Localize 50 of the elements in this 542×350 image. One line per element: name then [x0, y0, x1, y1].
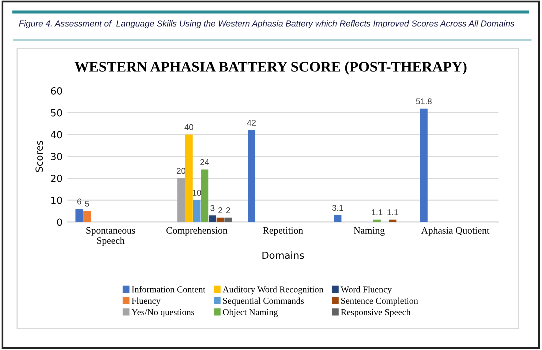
bar	[208, 216, 216, 222]
legend-label: Fluency	[132, 298, 161, 306]
data-label: 1.1	[372, 210, 383, 216]
data-label: 5	[85, 201, 90, 207]
data-label: 1.1	[388, 210, 398, 216]
legend-label: Object Naming	[223, 309, 278, 318]
legend-label: Word Fluency	[340, 286, 392, 295]
caption: Figure 4. Assessment of Language Skills Using the Western Aphasia Battery which Reflects Improved Scores Across All Domains	[19, 20, 515, 29]
bar	[76, 209, 84, 222]
legend-label: Responsive Speech	[341, 309, 411, 318]
data-label: 6	[78, 198, 82, 205]
bar	[420, 108, 428, 222]
data-label: 40	[184, 124, 194, 130]
x-axis-title: Domains	[262, 252, 304, 260]
legend-label: Information Content	[132, 286, 206, 293]
y-tick-label: 40	[50, 131, 62, 139]
x-tick-label: Comprehension	[166, 227, 228, 236]
bar	[216, 218, 224, 222]
x-tick-label: Aphasia Quotient	[421, 227, 490, 236]
data-label: 24	[200, 159, 210, 166]
data-label: 3	[210, 205, 215, 212]
bar	[224, 218, 232, 222]
y-tick-label: 20	[51, 174, 62, 182]
bar	[201, 170, 209, 222]
data-label: 2	[218, 208, 222, 214]
y-tick-label: 0	[57, 218, 62, 226]
data-label: 2	[226, 208, 230, 214]
legend-label: Sequential Commands	[223, 298, 304, 306]
y-tick-label: 60	[51, 87, 62, 95]
bar	[334, 215, 342, 222]
legend-label: Sentence Completion	[342, 298, 418, 306]
legend-label: Yes/No questions	[132, 309, 194, 318]
legend-label: Auditory Word Recognition	[222, 286, 324, 295]
bar	[84, 211, 92, 222]
y-tick-label: 50	[51, 109, 62, 117]
x-tick-label: Repetition	[263, 227, 304, 236]
x-tick-label: Naming	[354, 227, 385, 236]
bar	[178, 178, 186, 222]
x-tick-label: Spontaneous Speech	[86, 227, 136, 246]
data-label: 51.8	[416, 98, 432, 105]
data-label: 42	[247, 120, 256, 126]
y-tick-label: 30	[51, 153, 62, 160]
bar	[248, 130, 256, 222]
bar	[185, 134, 193, 222]
y-axis-title: Scores	[36, 140, 44, 172]
bar	[193, 200, 201, 222]
data-label: 20	[177, 168, 186, 174]
y-tick-label: 10	[52, 196, 62, 204]
chart-title: WESTERN APHASIA BATTERY SCORE (POST-THERAPY)	[74, 62, 467, 75]
data-label: 3.1	[332, 205, 344, 212]
